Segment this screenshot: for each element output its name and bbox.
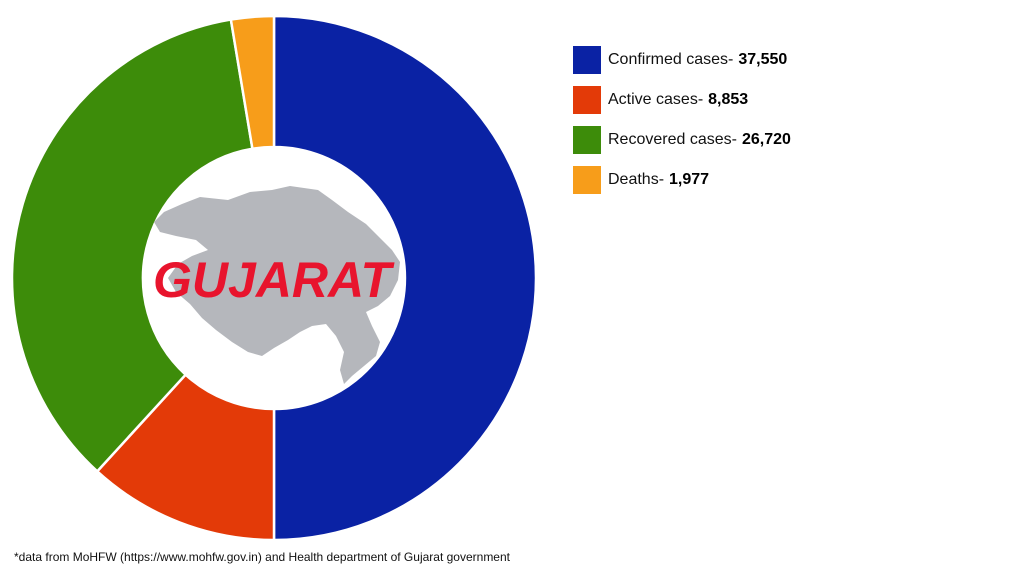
footnote: *data from MoHFW (https://www.mohfw.gov.… bbox=[14, 550, 510, 564]
legend-swatch bbox=[573, 165, 601, 194]
legend-item: Active cases- 8,853 bbox=[573, 85, 791, 114]
legend-item: Confirmed cases- 37,550 bbox=[573, 45, 791, 74]
donut-center: GUJARAT bbox=[153, 186, 400, 384]
center-title: GUJARAT bbox=[153, 252, 395, 308]
donut-slice-recovered-cases bbox=[10, 18, 254, 474]
legend-swatch bbox=[573, 45, 601, 74]
legend-value: 26,720 bbox=[741, 130, 791, 148]
legend-swatch bbox=[573, 85, 601, 114]
legend-item: Recovered cases- 26,720 bbox=[573, 125, 791, 154]
legend: Confirmed cases- 37,550 Active cases- 8,853… bbox=[573, 45, 791, 205]
legend-label: Recovered cases- bbox=[608, 130, 737, 148]
legend-value: 8,853 bbox=[708, 90, 749, 108]
legend-swatch bbox=[573, 125, 601, 154]
donut-slices bbox=[10, 14, 538, 542]
donut-slice-deaths bbox=[229, 14, 276, 151]
legend-label: Deaths- bbox=[608, 170, 665, 188]
legend-label: Active cases- bbox=[608, 90, 704, 108]
donut-slice-confirmed-cases bbox=[272, 14, 538, 542]
legend-value: 37,550 bbox=[738, 50, 788, 68]
legend-item: Deaths- 1,977 bbox=[573, 165, 791, 194]
gujarat-map-icon bbox=[154, 186, 400, 384]
legend-value: 1,977 bbox=[669, 170, 710, 188]
legend-label: Confirmed cases- bbox=[608, 50, 734, 68]
